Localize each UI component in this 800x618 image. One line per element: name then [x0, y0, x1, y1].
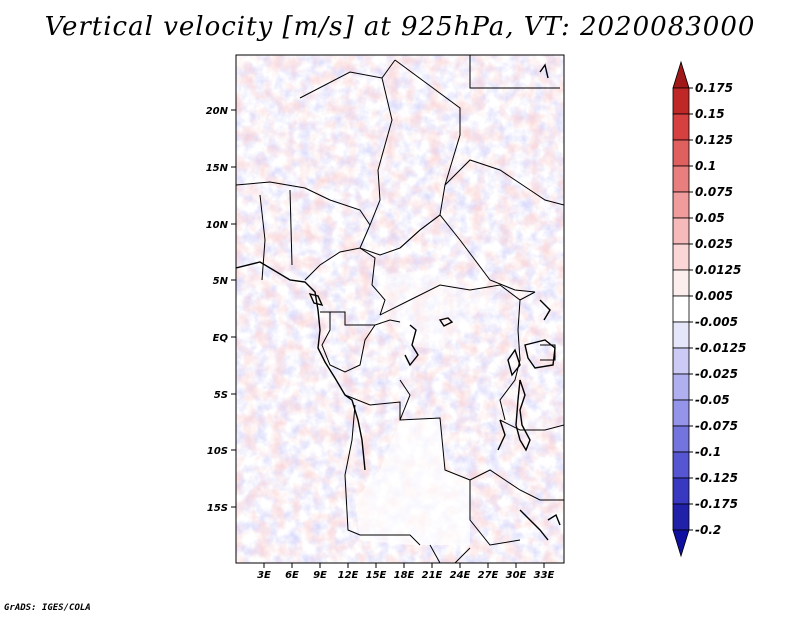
coastlines-and-lakes: [236, 63, 561, 541]
colorbar: [672, 60, 690, 558]
colorbar-label: -0.1: [695, 445, 721, 459]
colorbar-label: -0.175: [695, 497, 738, 511]
latitude-axis: [231, 109, 236, 508]
colorbar-box: [672, 165, 690, 193]
lat-label: 10N: [206, 220, 229, 231]
lat-label: 10S: [207, 446, 228, 457]
colorbar-box: [672, 503, 690, 531]
lon-label: 6E: [285, 570, 299, 581]
colorbar-labels: 0.175 0.15 0.125 0.1 0.075 0.05 0.025 0.0125 0.0…: [689, 81, 746, 537]
lat-label: 5N: [213, 276, 229, 287]
colorbar-label: 0.15: [695, 107, 725, 121]
map-frame: [235, 54, 565, 564]
colorbar-box: [672, 139, 690, 167]
lon-label: 21E: [422, 570, 443, 581]
lon-label: 3E: [257, 570, 271, 581]
chart-title: Vertical velocity [m/s] at 925hPa, VT: 2…: [44, 12, 756, 42]
colorbar-box: [672, 347, 690, 375]
lon-label: 30E: [506, 570, 527, 581]
colorbar-box: [672, 191, 690, 219]
lon-label: 24E: [450, 570, 471, 581]
longitude-axis: [263, 563, 545, 568]
lat-label: EQ: [213, 333, 229, 344]
colorbar-label: 0.075: [695, 185, 733, 199]
lon-label: 33E: [534, 570, 555, 581]
colorbar-label: 0.025: [695, 237, 733, 251]
lon-label: 27E: [478, 570, 499, 581]
colorbar-box: [672, 60, 690, 89]
colorbar-box: [672, 451, 690, 479]
colorbar-label: -0.075: [695, 419, 738, 433]
lat-label: 15S: [207, 503, 228, 514]
lon-label: 9E: [313, 570, 327, 581]
lat-label: 15N: [206, 163, 229, 174]
colorbar-box: [672, 269, 690, 297]
colorbar-label: -0.005: [695, 315, 738, 329]
colorbar-box: [672, 87, 690, 115]
colorbar-label: -0.0125: [695, 341, 746, 355]
lat-label: 20N: [206, 106, 229, 117]
lon-label: 12E: [338, 570, 359, 581]
colorbar-label: 0.005: [695, 289, 733, 303]
lon-label: 15E: [366, 570, 387, 581]
colorbar-label: -0.2: [695, 523, 721, 537]
lon-label: 18E: [394, 570, 415, 581]
colorbar-box: [672, 217, 690, 245]
colorbar-label: -0.05: [695, 393, 730, 407]
grads-credit: GrADS: IGES/COLA: [4, 603, 91, 613]
lat-label: 5S: [214, 390, 228, 401]
colorbar-label: 0.05: [695, 211, 725, 225]
colorbar-label: 0.0125: [695, 263, 741, 277]
colorbar-box: [672, 295, 690, 323]
colorbar-box: [672, 399, 690, 427]
colorbar-box: [672, 243, 690, 271]
colorbar-box: [672, 529, 690, 558]
colorbar-label: 0.175: [695, 81, 733, 95]
colorbar-label: 0.1: [695, 159, 716, 173]
colorbar-label: -0.125: [695, 471, 738, 485]
country-borders: [236, 55, 564, 563]
colorbar-box: [672, 113, 690, 141]
colorbar-box: [672, 373, 690, 401]
colorbar-box: [672, 477, 690, 505]
colorbar-label: 0.125: [695, 133, 733, 147]
colorbar-label: -0.025: [695, 367, 738, 381]
colorbar-box: [672, 321, 690, 349]
colorbar-box: [672, 425, 690, 453]
